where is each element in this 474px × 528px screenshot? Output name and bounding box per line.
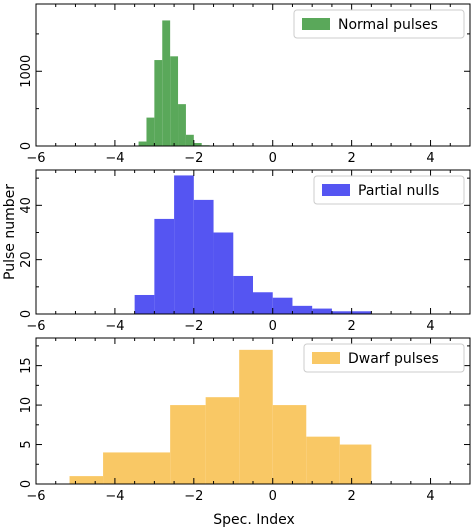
x-tick-label: 4 — [426, 319, 434, 334]
histogram-bar — [272, 297, 293, 314]
histogram-bar — [134, 294, 155, 314]
x-tick-label: 4 — [426, 151, 434, 166]
histogram-bar — [174, 175, 194, 314]
y-tick-label: 1000 — [19, 55, 34, 88]
histogram-bar — [233, 275, 253, 314]
x-tick-label: −6 — [26, 319, 45, 334]
y-tick-label: 5 — [19, 440, 34, 448]
x-tick-label: −4 — [105, 151, 124, 166]
legend-box — [313, 175, 465, 205]
legend-label: Normal pulses — [338, 17, 438, 33]
legend-swatch — [312, 352, 340, 364]
y-tick-label: 0 — [19, 480, 34, 488]
x-tick-label: 0 — [269, 489, 277, 504]
histogram-bar — [69, 476, 104, 484]
x-tick-label: 2 — [347, 319, 355, 334]
y-tick-label: 0 — [19, 310, 34, 318]
y-axis-label: Pulse number — [2, 184, 18, 280]
x-tick-label: 0 — [269, 151, 277, 166]
x-tick-label: 4 — [426, 489, 434, 504]
histogram-bar — [193, 199, 214, 314]
histogram-bar — [331, 311, 352, 314]
histogram-bar — [138, 141, 147, 146]
legend-box — [303, 343, 465, 373]
histogram-bar — [146, 117, 155, 146]
histogram-bar — [178, 104, 186, 146]
histogram-bar — [253, 292, 273, 314]
histogram-bar — [205, 397, 240, 484]
histogram-bar — [292, 305, 313, 314]
histogram-bar — [154, 218, 175, 314]
x-tick-label: −2 — [184, 319, 203, 334]
histogram-bar — [103, 452, 171, 484]
legend: Dwarf pulses — [303, 343, 465, 373]
panel-normal-pulses: −6 −4 −2 0 2 4 0 1000 Normal pulses — [19, 3, 471, 166]
histogram-bar — [193, 143, 202, 146]
x-tick-label: −6 — [26, 489, 45, 504]
y-tick-label: 20 — [19, 251, 34, 268]
histogram-bar — [306, 436, 340, 484]
x-tick-label: −4 — [105, 489, 124, 504]
histogram-bar — [170, 56, 179, 146]
histogram-bar — [272, 405, 307, 484]
histogram-bar — [213, 232, 234, 314]
x-axis-label: Spec. Index — [213, 512, 295, 528]
y-tick-label: 40 — [19, 197, 34, 214]
histogram-bar — [312, 308, 332, 314]
legend-label: Dwarf pulses — [348, 351, 439, 367]
histogram-bar — [239, 349, 273, 484]
x-tick-label: −6 — [26, 151, 45, 166]
legend-swatch — [322, 184, 350, 196]
legend: Partial nulls — [313, 175, 465, 205]
histogram-bar — [339, 444, 372, 484]
y-tick-label: 15 — [19, 357, 34, 374]
histogram-bar — [351, 311, 372, 314]
histogram-bar — [162, 20, 171, 146]
histogram-bar — [185, 134, 194, 146]
legend-swatch — [302, 18, 330, 30]
legend: Normal pulses — [293, 9, 465, 39]
x-tick-label: −2 — [184, 489, 203, 504]
x-tick-label: 0 — [269, 319, 277, 334]
histogram-bar — [154, 60, 163, 146]
panel-dwarf-pulses: −6 −4 −2 0 2 4 0 5 10 15 Dwarf pulses — [19, 337, 471, 504]
legend-box — [293, 9, 465, 39]
y-tick-label: 10 — [19, 397, 34, 414]
legend-label: Partial nulls — [358, 183, 439, 199]
x-tick-label: −4 — [105, 319, 124, 334]
y-tick-label: 0 — [19, 142, 34, 150]
histogram-bar — [170, 405, 206, 484]
x-tick-label: 2 — [347, 489, 355, 504]
x-tick-label: 2 — [347, 151, 355, 166]
x-tick-label: −2 — [184, 151, 203, 166]
